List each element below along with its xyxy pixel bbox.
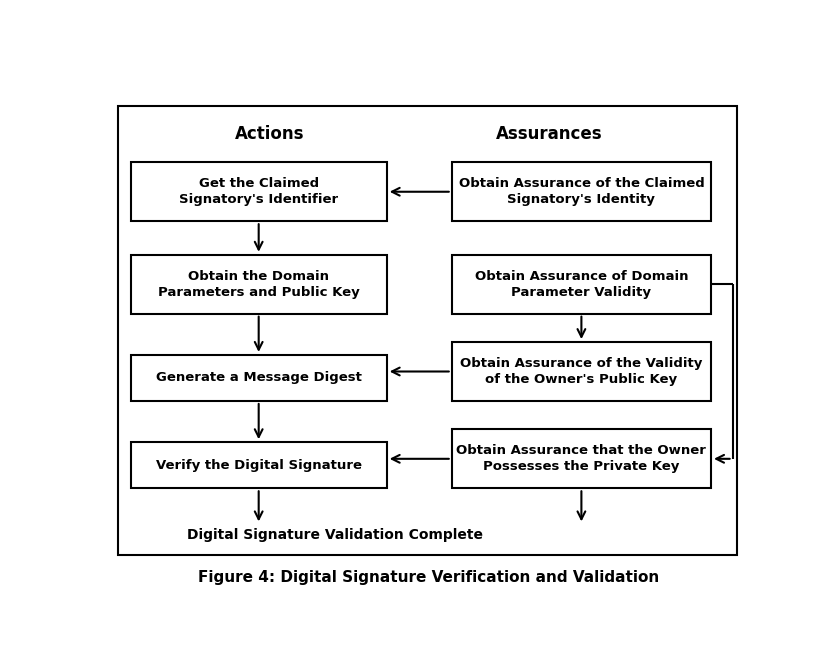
Text: Obtain Assurance of the Claimed
Signatory's Identity: Obtain Assurance of the Claimed Signator… bbox=[458, 177, 703, 206]
Text: Digital Signature Validation Complete: Digital Signature Validation Complete bbox=[186, 528, 482, 542]
Bar bbox=[451, 342, 711, 401]
Text: Generate a Message Digest: Generate a Message Digest bbox=[155, 372, 361, 384]
Text: Assurances: Assurances bbox=[495, 125, 602, 143]
Bar bbox=[130, 162, 386, 221]
Bar bbox=[117, 106, 737, 555]
Bar bbox=[451, 255, 711, 313]
Text: Get the Claimed
Signatory's Identifier: Get the Claimed Signatory's Identifier bbox=[179, 177, 338, 206]
Text: Obtain Assurance of Domain
Parameter Validity: Obtain Assurance of Domain Parameter Val… bbox=[474, 269, 687, 299]
Text: Verify the Digital Signature: Verify the Digital Signature bbox=[155, 459, 361, 472]
Text: Obtain Assurance of the Validity
of the Owner's Public Key: Obtain Assurance of the Validity of the … bbox=[460, 357, 701, 386]
Text: Obtain Assurance that the Owner
Possesses the Private Key: Obtain Assurance that the Owner Possesse… bbox=[456, 444, 706, 474]
Bar bbox=[130, 442, 386, 488]
Bar bbox=[451, 430, 711, 488]
Text: Figure 4: Digital Signature Verification and Validation: Figure 4: Digital Signature Verification… bbox=[198, 570, 659, 585]
Text: Obtain the Domain
Parameters and Public Key: Obtain the Domain Parameters and Public … bbox=[158, 269, 359, 299]
Bar bbox=[130, 355, 386, 401]
Bar bbox=[451, 162, 711, 221]
Bar bbox=[130, 255, 386, 313]
Text: Actions: Actions bbox=[235, 125, 304, 143]
